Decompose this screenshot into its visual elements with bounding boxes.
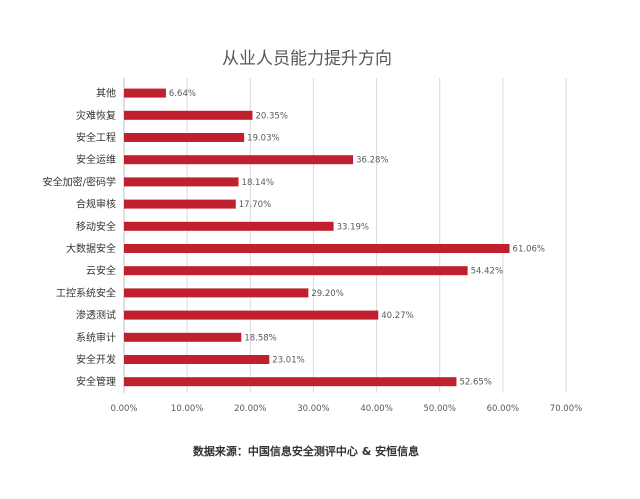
category-label: 工控系统安全 [56,286,116,299]
category-label: 安全加密/密码学 [43,175,116,188]
data-label: 20.35% [255,111,287,121]
bar [124,377,457,387]
data-label: 52.65% [459,378,491,388]
bar [124,177,239,187]
category-label: 灾难恢复 [76,109,116,122]
bar [124,266,468,276]
data-label: 54.42% [471,267,503,277]
bar [124,221,334,231]
data-label: 40.27% [381,311,413,321]
category-label: 大数据安全 [66,242,116,255]
x-tick-label: 0.00% [110,404,137,414]
source-note: 数据来源：中国信息安全测评中心 & 安恒信息 [193,444,419,458]
x-tick-label: 60.00% [487,404,519,414]
category-label: 渗透测试 [76,309,116,322]
x-tick-label: 50.00% [424,404,456,414]
x-tick-label: 30.00% [297,404,329,414]
category-label: 云安全 [86,264,116,277]
category-label: 移动安全 [76,220,116,233]
bar [124,133,245,142]
bar [124,332,242,342]
data-label: 19.03% [247,134,279,144]
bar [124,244,510,253]
category-label: 系统审计 [76,331,116,344]
category-label: 安全运维 [76,153,116,166]
bars [124,88,510,387]
category-label: 其他 [96,87,116,100]
data-label: 33.19% [337,222,369,232]
x-tick-label: 40.00% [360,404,392,414]
bar [124,88,166,98]
data-label: 18.14% [242,178,274,188]
chart-title: 从业人员能力提升方向 [222,49,392,69]
data-label: 61.06% [513,245,545,255]
bar [124,310,379,320]
bar [124,199,236,209]
bar [124,155,354,165]
bar [124,355,270,364]
gridlines [123,78,567,393]
data-label: 18.58% [244,333,276,343]
data-label: 23.01% [272,356,304,366]
x-tick-label: 10.00% [171,404,203,414]
data-label: 36.28% [356,156,388,166]
data-label: 17.70% [239,200,271,210]
bar [124,288,309,298]
data-label: 29.20% [311,289,343,299]
labels: 0.00% 10.00% 20.00% 30.00% 40.00% 50.00% 60.00… [43,87,583,414]
x-tick-label: 20.00% [234,404,266,414]
category-label: 安全管理 [76,375,116,388]
category-label: 合规审核 [76,198,116,211]
bar [124,110,253,120]
category-label: 安全工程 [76,131,116,144]
x-tick-label: 70.00% [550,404,582,414]
category-label: 安全开发 [76,353,116,366]
data-label: 6.64% [169,89,196,99]
